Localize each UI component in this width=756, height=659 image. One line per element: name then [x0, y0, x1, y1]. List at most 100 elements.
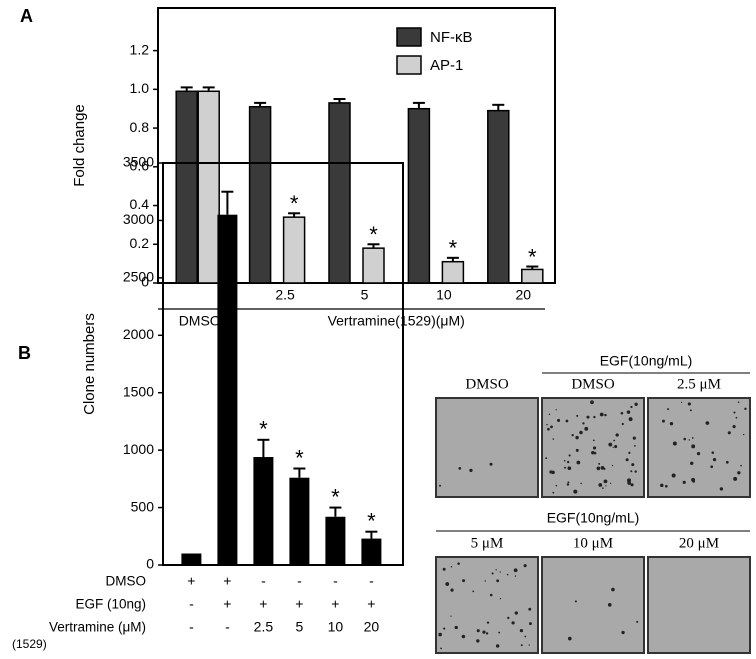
colony — [573, 489, 578, 494]
colony-image — [541, 556, 645, 654]
colony-image — [647, 397, 751, 498]
colony — [613, 439, 616, 442]
colony — [545, 457, 548, 460]
x-tick-label: 2.5 — [275, 287, 295, 303]
colony — [524, 635, 527, 638]
legend-label: NF-κB — [430, 29, 473, 46]
colony — [443, 627, 446, 630]
condition-value: + — [223, 573, 231, 589]
condition-value: + — [331, 596, 339, 612]
colony — [612, 446, 614, 448]
condition-value: 5 — [296, 619, 304, 635]
colony — [489, 462, 493, 466]
colony — [630, 470, 633, 473]
bar — [175, 90, 198, 284]
colony — [672, 441, 677, 446]
y-tick-label: 0 — [141, 274, 149, 290]
condition-value: 20 — [364, 619, 380, 635]
colony — [507, 616, 510, 620]
x-tick-label: 10 — [436, 287, 452, 303]
x-tick-label: 5 — [361, 287, 369, 303]
image-label: DMSO — [465, 376, 509, 392]
condition-value: + — [295, 596, 303, 612]
significance-mark: * — [295, 445, 304, 470]
colony — [550, 425, 553, 429]
colony — [514, 611, 518, 615]
plot-frame — [157, 7, 556, 284]
colony — [555, 409, 557, 411]
image-label: 20 μM — [679, 535, 719, 551]
panel-label: B — [18, 343, 31, 363]
colony — [551, 470, 555, 475]
y-tick-label: 1.0 — [130, 80, 150, 96]
colony — [579, 430, 583, 435]
bar — [362, 247, 385, 284]
image-label: 5 μM — [471, 535, 504, 551]
colony — [636, 620, 639, 623]
colony — [523, 564, 527, 568]
condition-value: - — [297, 573, 302, 589]
y-tick-label: 3500 — [123, 154, 154, 170]
colony — [528, 644, 530, 646]
condition-label: Vertramine (μM) — [49, 620, 146, 635]
bar — [521, 268, 544, 284]
significance-mark: * — [331, 484, 340, 509]
colony — [528, 607, 532, 611]
significance-mark: * — [528, 244, 537, 269]
colony — [592, 446, 597, 450]
colony — [599, 412, 604, 417]
colony — [450, 588, 454, 592]
significance-mark: * — [367, 509, 376, 534]
colony — [615, 433, 619, 437]
colony-image — [435, 556, 539, 654]
colony — [620, 411, 624, 415]
colony — [555, 484, 558, 487]
colony — [442, 567, 446, 571]
colony — [634, 445, 636, 447]
colony — [627, 478, 632, 483]
colony — [625, 458, 629, 462]
condition-value: 2.5 — [254, 619, 274, 635]
colony — [735, 416, 738, 419]
condition-value: - — [225, 619, 230, 635]
colony — [691, 437, 694, 439]
colony — [472, 590, 475, 593]
colony — [563, 459, 566, 462]
colony — [611, 587, 615, 592]
condition-label: EGF (10ng) — [75, 597, 146, 612]
colony — [445, 582, 450, 586]
colony — [461, 634, 466, 639]
image-header: EGF(10ng/mL) — [600, 353, 693, 369]
colony — [571, 433, 574, 437]
colony — [469, 468, 473, 473]
colony — [457, 562, 460, 565]
y-tick-label: 0.8 — [130, 119, 150, 135]
colony — [506, 573, 509, 576]
colony — [696, 452, 701, 456]
colony — [634, 402, 638, 406]
colony — [689, 409, 692, 412]
colony — [632, 436, 636, 440]
colony — [596, 466, 601, 471]
condition-value: - — [189, 619, 194, 635]
image-label: 10 μM — [573, 535, 613, 551]
colony — [737, 401, 740, 403]
colony — [660, 483, 664, 488]
y-tick-label: 1500 — [123, 383, 154, 399]
bar — [407, 107, 431, 284]
colony — [665, 484, 668, 488]
colony — [454, 625, 458, 630]
significance-mark: * — [259, 417, 268, 442]
colony — [450, 566, 453, 568]
colony — [592, 439, 595, 442]
colony — [733, 476, 738, 481]
y-tick-label: 2000 — [123, 326, 154, 342]
colony — [603, 479, 608, 484]
y-axis-label: Clone numbers — [81, 313, 98, 415]
colony — [591, 451, 595, 455]
bar — [325, 516, 346, 565]
colony — [598, 483, 603, 487]
colony — [566, 483, 570, 486]
colony-image — [647, 556, 751, 654]
